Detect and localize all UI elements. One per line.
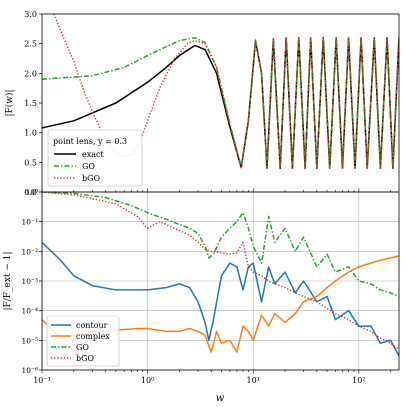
bottom-y-tick-label: 10⁻² <box>21 247 38 256</box>
top-legend: point lens, y = 0.3 exact GO bGO <box>47 129 143 187</box>
bottom-legend: contour complex GO bGO <box>46 315 120 367</box>
bottom-x-tick-label: 10² <box>352 376 365 385</box>
bottom-y-tick-label: 10⁰ <box>25 188 38 197</box>
top-legend-box <box>47 129 143 187</box>
legend-entry-exact: exact <box>54 150 104 159</box>
top-y-tick-label: 0.0 <box>24 188 37 197</box>
legend-entry-complex: complex <box>51 332 110 341</box>
top-y-tick-label: 2.5 <box>24 40 37 49</box>
legend-label-contour: contour <box>76 321 108 330</box>
bottom-y-tick-label: 10⁻³ <box>21 277 38 286</box>
top-y-ticks: 0.0 0.5 1.0 1.5 2.0 2.5 3.0 <box>24 10 42 197</box>
bottom-y-tick-label: 10⁻⁶ <box>21 366 38 375</box>
legend-label-exact: exact <box>82 150 104 159</box>
bottom-y-ticks: 10⁻⁶ 10⁻⁵ 10⁻⁴ 10⁻³ 10⁻² 10⁻¹ 10⁰ <box>21 188 42 375</box>
legend-label-go-top: GO <box>82 162 95 171</box>
bottom-legend-box <box>46 315 120 367</box>
top-x-ticks <box>41 188 391 192</box>
legend-label-complex: complex <box>76 332 110 341</box>
top-y-tick-label: 2.0 <box>24 69 37 78</box>
legend-entry-bgo-top: bGO <box>54 174 101 183</box>
legend-label-go-bottom: GO <box>76 343 89 352</box>
top-panel: 0.0 0.5 1.0 1.5 2.0 2.5 3.0 |F(w)| point lens,… <box>4 10 400 197</box>
legend-label-bgo-top: bGO <box>82 174 101 183</box>
bottom-series-line-go <box>42 192 399 298</box>
bottom-y-tick-label: 10⁻¹ <box>21 218 38 227</box>
bottom-x-tick-label: 10⁰ <box>141 376 154 385</box>
top-y-tick-label: 0.5 <box>24 158 37 167</box>
bottom-series <box>42 192 399 357</box>
bottom-x-axis-label: w <box>216 393 225 404</box>
legend-label-bgo-bottom: bGO <box>76 354 95 363</box>
top-y-axis-label: |F(w)| <box>4 89 15 116</box>
bottom-y-tick-label: 10⁻⁴ <box>21 307 38 316</box>
top-y-tick-label: 1.5 <box>24 99 37 108</box>
legend-entry-go-top: GO <box>54 162 95 171</box>
top-y-tick-label: 3.0 <box>24 10 37 19</box>
bottom-series-line-contour <box>42 241 399 357</box>
bottom-y-axis-label: |F/F_ext − 1| <box>3 251 13 310</box>
bottom-series-line-bgo <box>42 192 399 350</box>
legend-entry-contour: contour <box>51 321 108 330</box>
top-legend-title: point lens, y = 0.3 <box>53 137 127 146</box>
legend-entry-bgo-bottom: bGO <box>51 354 95 363</box>
bottom-x-tick-label: 10⁻¹ <box>33 376 51 385</box>
top-y-tick-label: 1.0 <box>24 129 37 138</box>
bottom-y-tick-label: 10⁻⁵ <box>21 336 38 345</box>
bottom-series-line-complex <box>42 255 399 353</box>
bottom-x-ticks: 10⁻¹ 10⁰ 10¹ 10² <box>33 370 391 385</box>
legend-entry-go-bottom: GO <box>51 343 89 352</box>
bottom-x-tick-label: 10¹ <box>247 376 260 385</box>
